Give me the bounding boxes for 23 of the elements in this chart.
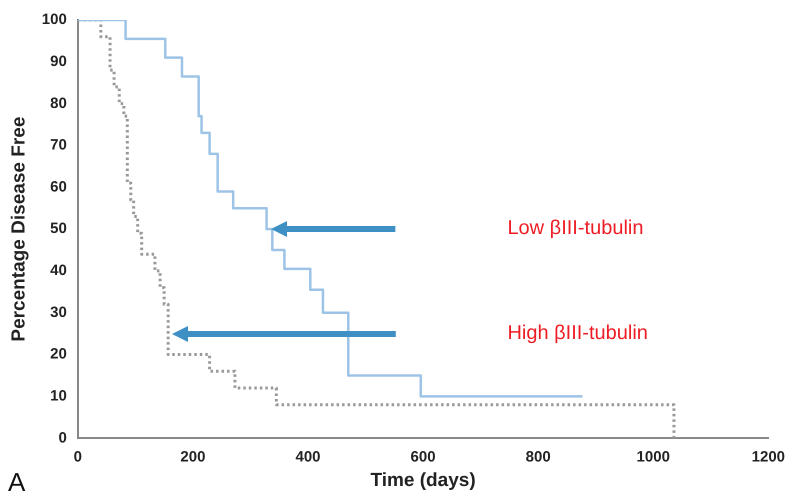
text: A (8, 467, 26, 498)
x-tick-label: 1000 (636, 448, 670, 466)
y-tick-label: 60 (50, 178, 67, 196)
y-tick-label: 80 (50, 94, 67, 112)
x-tick-label: 600 (410, 448, 436, 466)
x-tick-label: 400 (295, 448, 321, 466)
x-axis-title: Time (days) (370, 470, 476, 491)
y-tick-label: 0 (58, 429, 67, 446)
y-tick-label: 50 (50, 220, 67, 238)
y-tick-label: 40 (50, 262, 67, 280)
x-tick-label: 0 (74, 448, 82, 466)
y-tick-label: 20 (50, 346, 67, 363)
y-tick-label: 30 (50, 304, 67, 321)
y-tick-label: 70 (50, 136, 67, 154)
y-tick-label: 10 (50, 388, 67, 405)
x-tick-label: 200 (180, 448, 206, 466)
y-tick-label: 100 (42, 11, 67, 28)
annotation: High βIII-tubulin (507, 322, 648, 345)
y-tick-label: 90 (50, 52, 67, 70)
x-tick-label: 800 (526, 448, 551, 466)
x-tick-label: 1200 (752, 448, 786, 466)
y-axis-title: Percentage Disease Free (8, 116, 30, 342)
annotation: Low βIII-tubulin (507, 217, 644, 240)
